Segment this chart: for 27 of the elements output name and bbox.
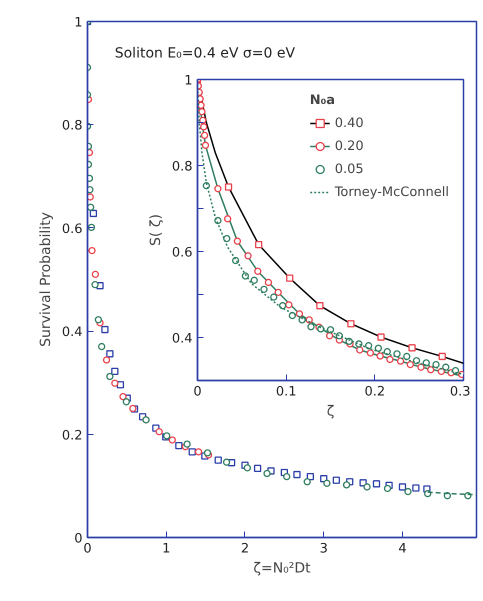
legend-label: 0.20 [334, 138, 364, 154]
y-tick-label: 0.4 [62, 325, 83, 340]
y-tick-label: 0.6 [62, 222, 83, 237]
y-tick-label: 0.2 [62, 428, 83, 444]
x-axis-title: ζ [326, 404, 334, 420]
y-tick-label: 0.6 [172, 246, 193, 260]
legend-label: 0.40 [334, 116, 364, 130]
y-tick-label: 0.8 [62, 118, 83, 134]
y-tick-label: 0.8 [172, 160, 193, 174]
y-tick-label: 1 [184, 74, 193, 88]
x-tick-label: 0.2 [364, 384, 386, 400]
x-axis-title: ζ=N₀²Dt [253, 560, 312, 576]
x-tick-label: 4 [398, 542, 407, 556]
x-tick-label: 0.1 [276, 384, 297, 400]
x-tick-label: 3 [320, 542, 328, 556]
y-tick-label: 0 [74, 532, 83, 546]
legend-label: Torney-McConnell [334, 184, 449, 200]
x-tick-label: 2 [240, 542, 250, 556]
y-axis-title: Survival Probability [38, 212, 54, 347]
y-tick-label: 0.4 [172, 332, 193, 346]
y-axis-title: S( ζ) [148, 214, 164, 246]
x-tick-label: 1 [162, 542, 170, 556]
x-tick-label: 0.3 [450, 384, 471, 400]
text: Soliton E₀=0.4 eV σ=0 eV [114, 45, 296, 62]
y-tick-label: 1 [74, 16, 83, 30]
legend-title: N₀a [310, 93, 336, 108]
legend-label: 0.05 [334, 162, 364, 176]
